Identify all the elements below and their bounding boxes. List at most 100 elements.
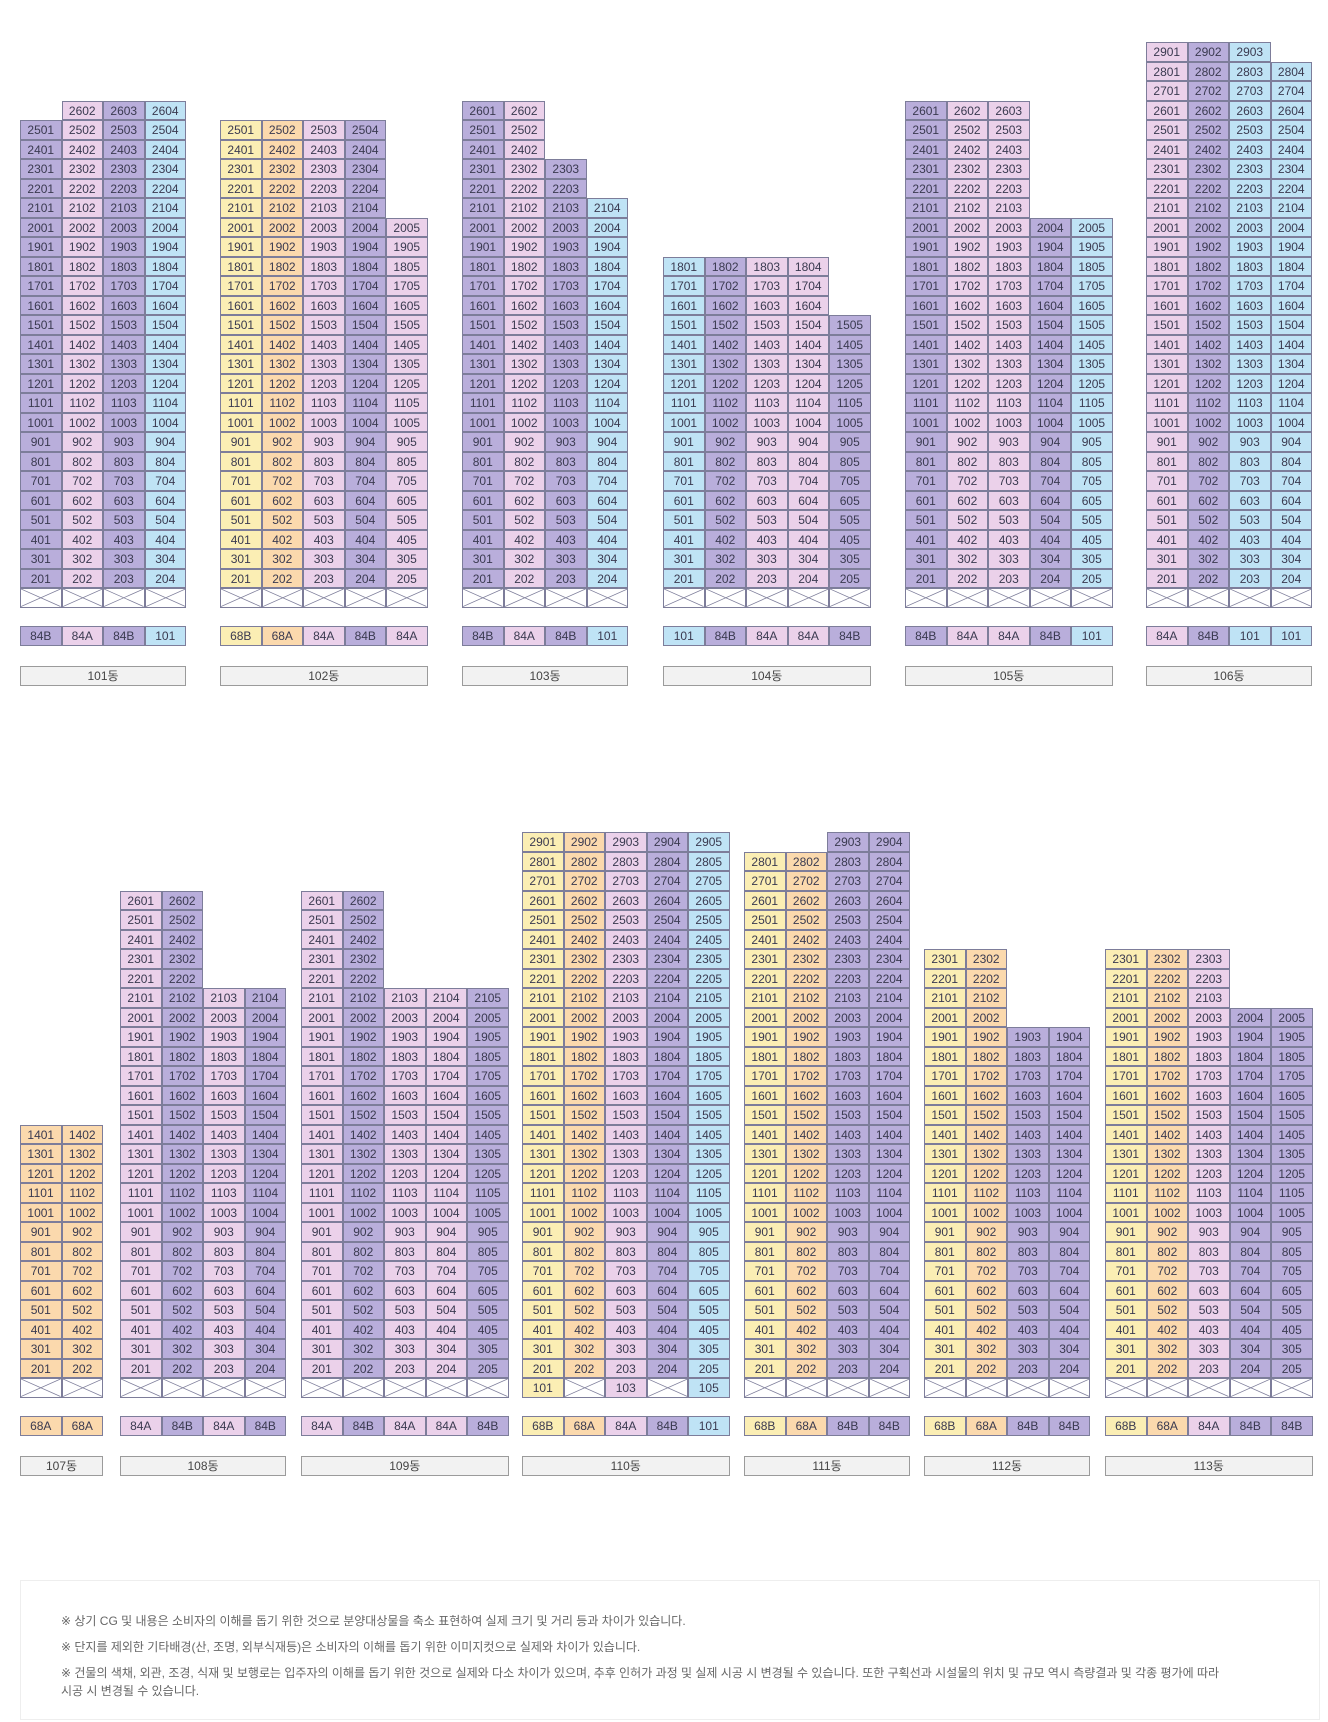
unit-cell[interactable]: 303 bbox=[1007, 1339, 1049, 1359]
unit-cell[interactable]: 304 bbox=[1270, 549, 1312, 569]
unit-cell[interactable]: 2402 bbox=[1187, 139, 1229, 159]
unit-cell[interactable]: 2503 bbox=[605, 910, 647, 930]
unit-cell[interactable]: 901 bbox=[1105, 1222, 1147, 1242]
unit-cell[interactable]: 2904 bbox=[646, 832, 688, 852]
unit-cell[interactable]: 2002 bbox=[1187, 217, 1229, 237]
unit-cell[interactable]: 1104 bbox=[868, 1183, 910, 1203]
unit-cell[interactable]: 1101 bbox=[220, 393, 262, 413]
unit-cell[interactable]: 1905 bbox=[1071, 237, 1113, 257]
unit-cell[interactable]: 1402 bbox=[965, 1124, 1007, 1144]
unit-cell[interactable]: 204 bbox=[344, 568, 386, 588]
unit-cell[interactable]: 2302 bbox=[503, 159, 545, 179]
unit-cell[interactable]: 2603 bbox=[988, 100, 1030, 120]
unit-cell[interactable]: 2001 bbox=[905, 217, 947, 237]
unit-cell[interactable]: 1403 bbox=[545, 334, 587, 354]
unit-cell[interactable]: 1401 bbox=[20, 334, 62, 354]
unit-cell[interactable]: 1701 bbox=[220, 276, 262, 296]
unit-cell[interactable]: 2405 bbox=[688, 929, 730, 949]
unit-cell[interactable]: 2304 bbox=[646, 949, 688, 969]
unit-cell[interactable]: 1601 bbox=[744, 1085, 786, 1105]
unit-cell[interactable]: 1905 bbox=[467, 1027, 509, 1047]
unit-cell[interactable]: 703 bbox=[1229, 471, 1271, 491]
unit-cell[interactable]: 501 bbox=[1105, 1300, 1147, 1320]
unit-cell[interactable]: 804 bbox=[244, 1241, 286, 1261]
unit-cell[interactable]: 302 bbox=[161, 1339, 203, 1359]
unit-cell[interactable]: 1602 bbox=[1146, 1085, 1188, 1105]
unit-cell[interactable]: 505 bbox=[1071, 510, 1113, 530]
unit-cell[interactable]: 1104 bbox=[586, 393, 628, 413]
unit-cell[interactable]: 1305 bbox=[1271, 1144, 1313, 1164]
unit-cell[interactable]: 204 bbox=[1048, 1358, 1090, 1378]
unit-cell[interactable]: 1404 bbox=[1029, 334, 1071, 354]
unit-cell[interactable]: 504 bbox=[586, 510, 628, 530]
unit-cell[interactable]: 404 bbox=[1229, 1319, 1271, 1339]
unit-cell[interactable]: 904 bbox=[1029, 432, 1071, 452]
unit-cell[interactable]: 401 bbox=[20, 529, 62, 549]
unit-cell[interactable]: 1904 bbox=[425, 1027, 467, 1047]
unit-cell[interactable]: 604 bbox=[425, 1280, 467, 1300]
unit-cell[interactable]: 1201 bbox=[905, 373, 947, 393]
unit-cell[interactable]: 1703 bbox=[827, 1066, 869, 1086]
unit-cell[interactable]: 1402 bbox=[563, 1124, 605, 1144]
unit-cell[interactable]: 801 bbox=[220, 451, 262, 471]
unit-cell[interactable]: 903 bbox=[1007, 1222, 1049, 1242]
unit-cell[interactable]: 502 bbox=[785, 1300, 827, 1320]
unit-cell[interactable]: 801 bbox=[301, 1241, 343, 1261]
unit-cell[interactable]: 701 bbox=[1146, 471, 1188, 491]
unit-cell[interactable]: 203 bbox=[103, 568, 145, 588]
unit-cell[interactable]: 1905 bbox=[1271, 1027, 1313, 1047]
unit-cell[interactable]: 804 bbox=[646, 1241, 688, 1261]
unit-cell[interactable]: 904 bbox=[868, 1222, 910, 1242]
unit-cell[interactable]: 2104 bbox=[244, 988, 286, 1008]
unit-cell[interactable]: 1704 bbox=[868, 1066, 910, 1086]
unit-cell[interactable]: 303 bbox=[746, 549, 788, 569]
unit-cell[interactable]: 2304 bbox=[868, 949, 910, 969]
unit-cell[interactable]: 1504 bbox=[1270, 315, 1312, 335]
unit-cell[interactable]: 901 bbox=[905, 432, 947, 452]
unit-cell[interactable]: 1504 bbox=[144, 315, 186, 335]
unit-cell[interactable]: 702 bbox=[261, 471, 303, 491]
unit-cell[interactable]: 2005 bbox=[688, 1007, 730, 1027]
unit-cell[interactable]: 202 bbox=[261, 568, 303, 588]
unit-cell[interactable]: 1703 bbox=[988, 276, 1030, 296]
unit-cell[interactable]: 2104 bbox=[646, 988, 688, 1008]
unit-cell[interactable]: 502 bbox=[946, 510, 988, 530]
unit-cell[interactable]: 1601 bbox=[301, 1085, 343, 1105]
unit-cell[interactable]: 804 bbox=[1029, 451, 1071, 471]
unit-cell[interactable]: 2001 bbox=[924, 1007, 966, 1027]
unit-cell[interactable]: 1102 bbox=[61, 393, 103, 413]
unit-cell[interactable]: 2203 bbox=[545, 178, 587, 198]
unit-cell[interactable]: 903 bbox=[1229, 432, 1271, 452]
unit-cell[interactable]: 502 bbox=[1187, 510, 1229, 530]
unit-cell[interactable]: 702 bbox=[1187, 471, 1229, 491]
unit-cell[interactable]: 1604 bbox=[1048, 1085, 1090, 1105]
unit-cell[interactable]: 1503 bbox=[384, 1105, 426, 1125]
unit-cell[interactable]: 702 bbox=[342, 1261, 384, 1281]
unit-cell[interactable]: 1605 bbox=[1271, 1085, 1313, 1105]
unit-cell[interactable]: 1803 bbox=[605, 1046, 647, 1066]
unit-cell[interactable]: 1103 bbox=[203, 1183, 245, 1203]
unit-cell[interactable]: 2804 bbox=[1270, 61, 1312, 81]
unit-cell[interactable]: 2302 bbox=[785, 949, 827, 969]
unit-cell[interactable]: 704 bbox=[1029, 471, 1071, 491]
unit-cell[interactable]: 801 bbox=[1146, 451, 1188, 471]
unit-cell[interactable]: 201 bbox=[20, 568, 62, 588]
unit-cell[interactable]: 702 bbox=[965, 1261, 1007, 1281]
unit-cell[interactable]: 801 bbox=[522, 1241, 564, 1261]
unit-cell[interactable]: 804 bbox=[344, 451, 386, 471]
unit-cell[interactable]: 2002 bbox=[946, 217, 988, 237]
unit-cell[interactable]: 703 bbox=[303, 471, 345, 491]
unit-cell[interactable]: 2003 bbox=[1188, 1007, 1230, 1027]
unit-cell[interactable]: 1202 bbox=[1146, 1163, 1188, 1183]
unit-cell[interactable]: 1204 bbox=[425, 1163, 467, 1183]
unit-cell[interactable]: 2002 bbox=[563, 1007, 605, 1027]
unit-cell[interactable]: 601 bbox=[120, 1280, 162, 1300]
unit-cell[interactable]: 304 bbox=[586, 549, 628, 569]
unit-cell[interactable]: 1402 bbox=[61, 334, 103, 354]
unit-cell[interactable]: 1204 bbox=[1029, 373, 1071, 393]
unit-cell[interactable]: 1603 bbox=[1007, 1085, 1049, 1105]
unit-cell[interactable]: 1805 bbox=[467, 1046, 509, 1066]
unit-cell[interactable]: 1804 bbox=[586, 256, 628, 276]
unit-cell[interactable]: 1301 bbox=[120, 1144, 162, 1164]
unit-cell[interactable]: 1801 bbox=[744, 1046, 786, 1066]
